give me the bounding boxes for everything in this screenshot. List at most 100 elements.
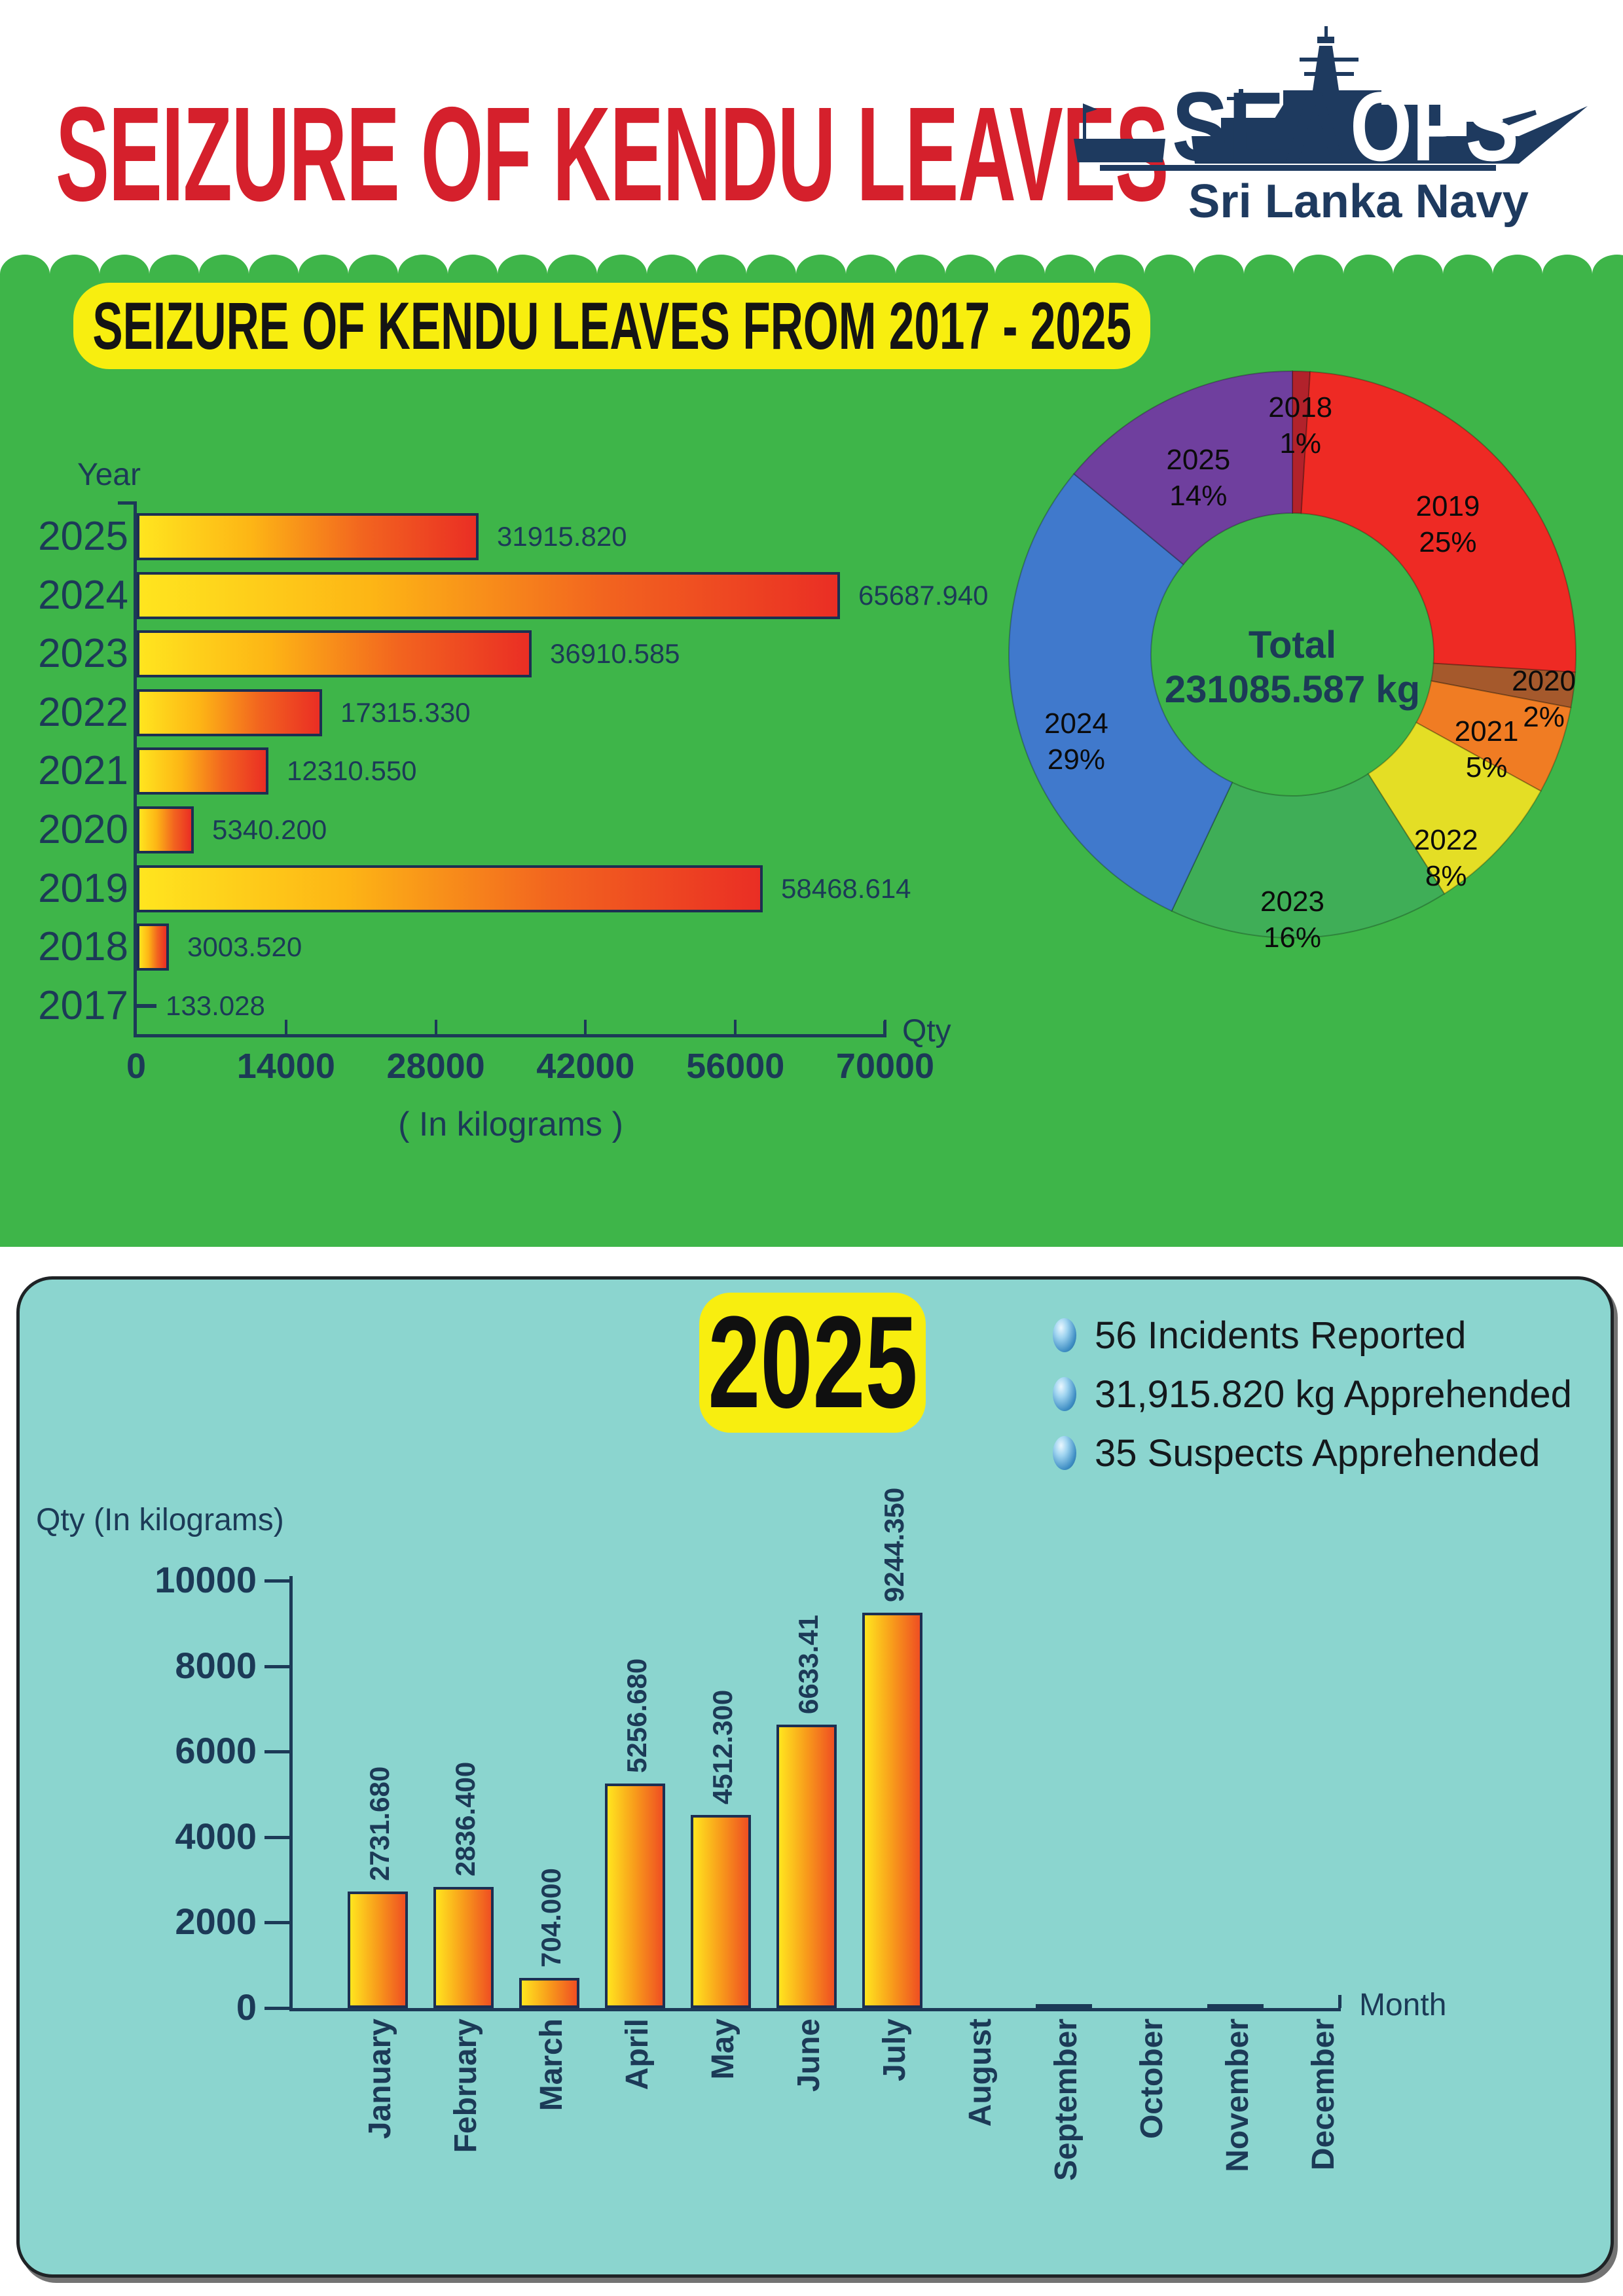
year-label: 2021 [38, 748, 128, 794]
donut-slice-2023 [1171, 772, 1446, 939]
donut-slice-label-2023: 2023 16% [1260, 886, 1324, 954]
month-label: August [963, 2018, 998, 2127]
bar-value-label: 133.028 [166, 990, 265, 1021]
x-axis-tick [284, 1020, 287, 1034]
month-label: January [363, 2018, 397, 2140]
bar-value-label: 12310.550 [287, 755, 417, 787]
donut-slice-2022 [1367, 721, 1542, 895]
warship-icon [1192, 26, 1588, 164]
bar-value-label: 3003.520 [187, 931, 302, 963]
y-axis-tick [264, 1664, 289, 1668]
y-axis-tick-label: 10000 [155, 1559, 257, 1600]
x-axis-tick [734, 1020, 737, 1034]
y-axis-line [134, 501, 137, 1037]
y-axis-title: Qty (In kilograms) [36, 1503, 284, 1537]
x-axis-tick-label: 42000 [536, 1047, 635, 1086]
donut-slice-2019 [1300, 370, 1577, 673]
year-bar [137, 747, 268, 795]
stat-apprehended-kg: 31,915.820 kg Apprehended [1053, 1371, 1572, 1417]
y-axis-tick [264, 1921, 289, 1925]
year-label: 2025 [38, 514, 128, 559]
donut-total-label: Total [1248, 624, 1337, 666]
x-axis-line [289, 2008, 1341, 2011]
y-axis-line [289, 1576, 293, 2011]
year-bar [137, 806, 194, 853]
year-label: 2019 [38, 865, 128, 911]
month-bar [605, 1784, 665, 2008]
bar-value-label: 5256.680 [621, 1658, 652, 1773]
x-axis-tick-label: 70000 [835, 1047, 935, 1086]
year-badge-label: 2025 [707, 1289, 918, 1435]
stat-incidents-label: 56 Incidents Reported [1095, 1314, 1467, 1357]
x-axis-tick-label: 0 [126, 1047, 147, 1086]
month-label: July [877, 2018, 912, 2082]
month-label: September [1049, 2018, 1084, 2181]
bar-value-label: 2836.400 [450, 1761, 481, 1876]
x-axis-title: Month [1359, 1988, 1447, 2022]
x-axis-tick [434, 1020, 437, 1034]
donut-slice-2025 [1072, 370, 1293, 565]
y-axis-top-tick [118, 501, 135, 505]
bar-value-label: 65687.940 [858, 579, 989, 611]
bar-value-label: 6633.41 [793, 1615, 824, 1714]
year-label: 2023 [38, 631, 128, 677]
bullet-icon [1053, 1318, 1076, 1352]
x-axis-tick-label: 14000 [236, 1047, 335, 1086]
bar-value-label: 704.000 [536, 1868, 566, 1967]
bullet-icon [1053, 1377, 1076, 1411]
donut-slice-label-2019: 2019 25% [1415, 490, 1480, 558]
year-label: 2018 [38, 924, 128, 970]
month-label: June [792, 2018, 826, 2092]
y-axis-title: Year [77, 457, 141, 492]
year-bar [137, 924, 169, 971]
x-axis-end-tick [1338, 1995, 1341, 2008]
small-boat-icon [1074, 103, 1165, 162]
y-axis-tick [264, 1835, 289, 1839]
month-label: April [620, 2018, 655, 2090]
month-label: November [1220, 2018, 1255, 2172]
year-badge: 2025 [699, 1289, 926, 1435]
x-axis-tick-label: 28000 [386, 1047, 485, 1086]
year-bar [137, 689, 322, 736]
month-bar [862, 1613, 922, 2008]
donut-slice-2024 [1008, 473, 1233, 912]
zero-bar-mark [1207, 2004, 1264, 2009]
donut-slice-label-2025: 2025 14% [1166, 443, 1231, 512]
bar-value-label: 58468.614 [781, 872, 911, 904]
month-label: December [1306, 2018, 1341, 2171]
year-bar [137, 513, 479, 560]
y-axis-tick-label: 2000 [175, 1901, 257, 1943]
month-label: October [1135, 2018, 1169, 2140]
bar-value-label: 2731.680 [364, 1766, 395, 1881]
donut-slice-label-2018: 2018 1% [1268, 391, 1333, 460]
stat-suspects: 35 Suspects Apprehended [1053, 1430, 1540, 1476]
donut-slice-2021 [1415, 680, 1572, 792]
year-label: 2022 [38, 689, 128, 735]
bullet-icon [1053, 1436, 1076, 1470]
year-label: 2020 [38, 807, 128, 852]
donut-slice-label-2022: 2022 8% [1413, 824, 1478, 893]
bar-value-label: 31915.820 [497, 521, 627, 552]
y-axis-tick [264, 1579, 289, 1583]
donut-slice-2020 [1431, 662, 1577, 709]
x-axis-tick-label: 56000 [686, 1047, 785, 1086]
tiny-bar-dash [137, 1003, 156, 1008]
month-label: March [534, 2018, 569, 2111]
x-axis-title: Qty [902, 1014, 951, 1049]
y-axis-tick-label: 4000 [175, 1815, 257, 1857]
month-bar [433, 1887, 494, 2008]
x-axis-tick [884, 1020, 886, 1034]
section-banner-title: SEIZURE OF KENDU LEAVES FROM 2017 - 2025 [92, 288, 1131, 363]
y-axis-tick-label: 6000 [175, 1730, 257, 1772]
month-bar [691, 1815, 751, 2008]
section-banner: SEIZURE OF KENDU LEAVES FROM 2017 - 2025 [73, 283, 1150, 369]
year-bar [137, 630, 532, 678]
logo-subtitle: Sri Lanka Navy [1188, 175, 1529, 228]
month-bar [519, 1978, 579, 2008]
logo-underline [1100, 165, 1496, 171]
x-axis-caption: ( In kilograms ) [398, 1105, 623, 1143]
y-axis-tick [264, 2007, 289, 2010]
month-bar [348, 1892, 408, 2008]
month-bar [776, 1725, 837, 2008]
